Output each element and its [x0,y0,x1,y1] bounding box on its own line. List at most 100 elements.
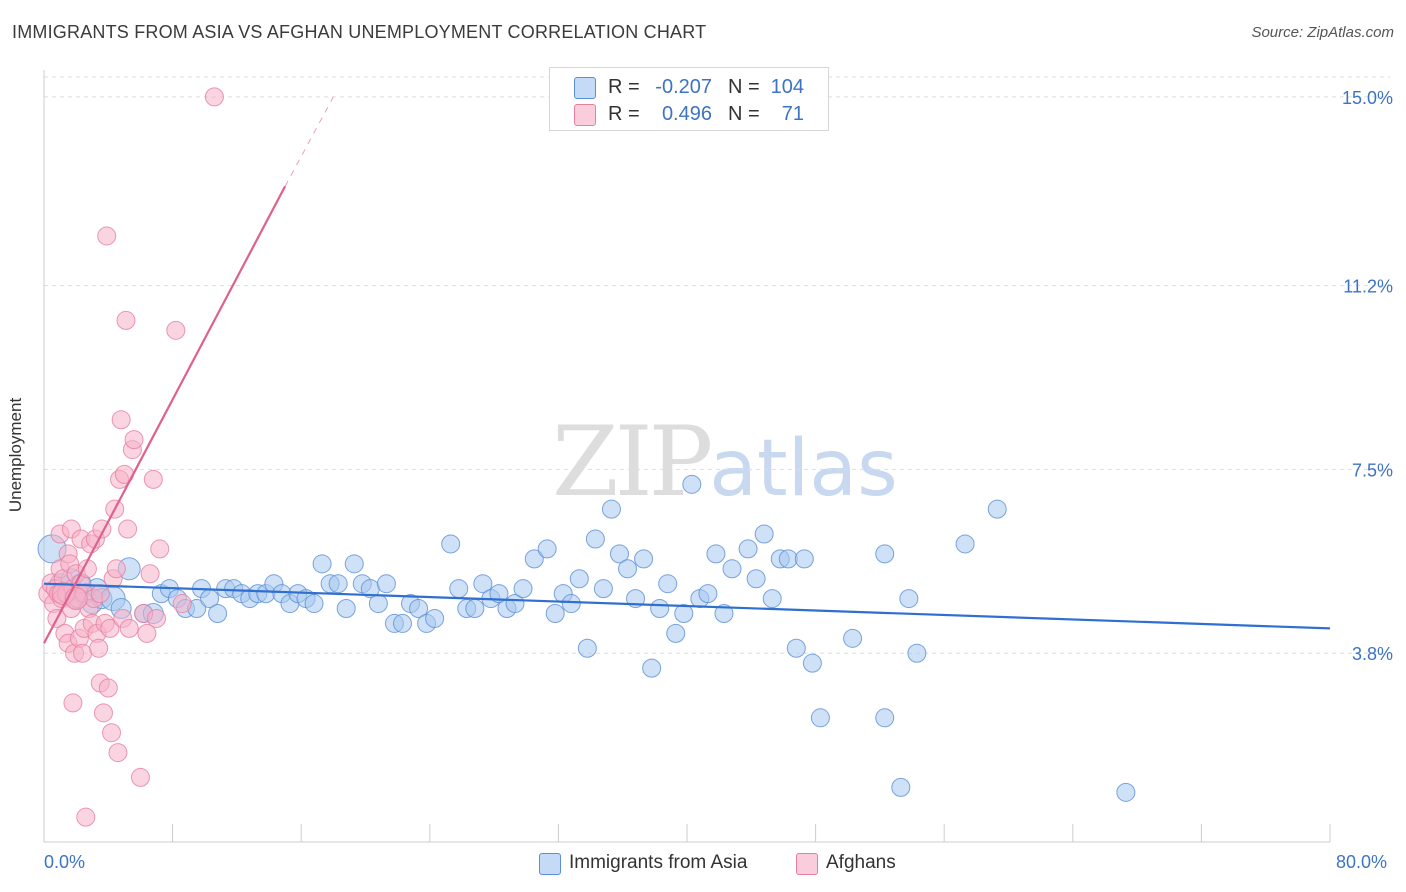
point-asia [899,589,919,609]
point-asia [714,603,734,623]
point-asia [754,524,774,544]
point-afghan [98,678,118,698]
y-tick-label: 11.2% [1343,277,1393,297]
legend-n-label: N = [728,103,760,125]
point-asia [489,584,509,604]
point-afghan [150,539,170,559]
point-afghan [102,723,122,743]
point-asia [409,599,429,619]
chart-source: Source: ZipAtlas.com [1251,24,1394,41]
bottom-legend-swatch-afghan [796,853,818,875]
point-afghan [137,623,157,643]
point-afghan [130,767,150,787]
point-afghan [204,87,224,107]
point-asia [1116,782,1136,802]
point-asia [336,599,356,619]
point-afghan [97,226,117,246]
point-afghan [119,618,139,638]
legend-r-label: R = [608,103,640,125]
legend-r-value: 0.496 [661,103,712,125]
watermark: ZIPatlas [552,406,898,518]
point-asia [658,574,678,594]
point-asia [634,549,654,569]
point-afghan [116,310,136,330]
point-afghan [100,618,120,638]
watermark-zip: ZIP [552,406,713,518]
x-tick-label-max: 80.0% [1336,852,1388,872]
point-afghan [108,743,128,763]
point-afghan [147,608,167,628]
point-asia [513,579,533,599]
correlation-legend: R = -0.207 N = 104 R = 0.496 N = 71 [549,67,829,131]
point-afghan [172,594,192,614]
point-afghan [90,584,110,604]
point-asia [618,559,638,579]
point-asia [642,658,662,678]
point-afghan [76,807,96,827]
point-asia [891,777,911,797]
point-afghan [73,643,93,663]
point-asia [875,544,895,564]
y-tick-label: 7.5% [1352,460,1393,480]
point-asia [425,608,445,628]
point-afghan [89,638,109,658]
point-asia [875,708,895,728]
point-asia [208,603,228,623]
trend-line-extension-afghan [284,96,334,187]
legend-r-label: R = [608,76,640,98]
point-asia [762,589,782,609]
point-asia [682,474,702,494]
point-asia [561,594,581,614]
point-asia [843,628,863,648]
y-tick-label: 15.0% [1342,88,1393,108]
point-asia [585,529,605,549]
point-asia [545,603,565,623]
bottom-legend-swatch-asia [539,853,561,875]
point-asia [650,599,670,619]
point-asia [593,579,613,599]
point-asia [344,554,364,574]
point-asia [609,544,629,564]
point-asia [473,574,493,594]
y-tick-label: 3.8% [1352,644,1393,664]
point-asia [328,574,348,594]
point-asia [577,638,597,658]
point-afghan [124,430,144,450]
point-afghan [118,519,138,539]
point-asia [794,549,814,569]
point-asia [738,539,758,559]
point-asia [537,539,557,559]
point-afghan [143,469,163,489]
legend-n-value: 71 [781,103,804,125]
trend-line-asia [43,582,1331,630]
trend-line-afghan [43,185,287,644]
point-asia [706,544,726,564]
point-asia [368,594,388,614]
legend-n-label: N = [728,76,760,98]
point-asia [312,554,332,574]
point-afghan [93,703,113,723]
point-asia [465,599,485,619]
point-afghan [111,410,131,430]
point-asia [392,613,412,633]
chart-title: IMMIGRANTS FROM ASIA VS AFGHAN UNEMPLOYM… [12,22,707,42]
bottom-legend-label-asia: Immigrants from Asia [569,852,748,873]
legend-swatch-asia [574,77,596,99]
y-axis-label: Unemployment [6,397,25,513]
point-asia [786,638,806,658]
point-asia [666,623,686,643]
point-asia [441,534,461,554]
point-asia [524,549,544,569]
point-afghan [140,564,160,584]
legend-swatch-afghan [574,104,596,126]
point-asia [955,534,975,554]
point-asia [304,594,324,614]
x-tick-label-min: 0.0% [44,852,86,872]
point-afghan [106,559,126,579]
legend-row-asia: R = -0.207 N = 104 [550,74,828,100]
point-afghan [166,320,186,340]
point-asia [449,579,469,599]
point-asia [907,643,927,663]
point-asia [722,559,742,579]
